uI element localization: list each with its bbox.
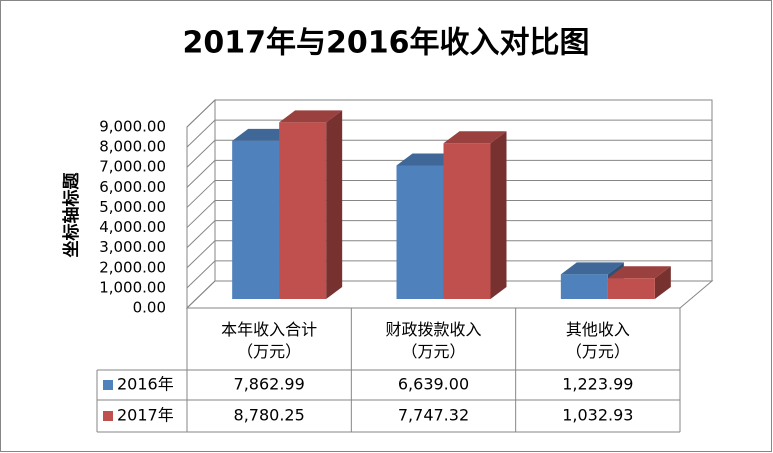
- y-tick-label: 2,000.00: [99, 258, 166, 276]
- bar-top: [279, 110, 343, 123]
- bar-side: [490, 131, 507, 299]
- bar-top: [560, 262, 624, 275]
- category-label: 其他收入（万元）: [566, 320, 630, 361]
- grid-line: [186, 159, 712, 188]
- y-tick-label: 6,000.00: [99, 178, 166, 196]
- bar: [560, 274, 608, 299]
- table-value: 7,862.99: [234, 375, 305, 394]
- bar-top: [607, 266, 671, 279]
- y-axis-title: 坐标轴标题: [61, 172, 82, 258]
- grid-line: [186, 240, 712, 269]
- bar-side: [654, 266, 671, 299]
- bar-side: [326, 110, 343, 299]
- grid-line: [186, 179, 712, 208]
- table-value: 1,223.99: [562, 375, 633, 394]
- bar-top: [443, 131, 507, 144]
- category-label: 财政拨款收入（万元）: [385, 320, 481, 361]
- chart-title: 2017年与2016年收入对比图: [183, 26, 590, 61]
- table-value: 8,780.25: [234, 406, 305, 425]
- bar: [443, 143, 491, 299]
- grid-line: [186, 220, 712, 249]
- table-value: 7,747.32: [398, 406, 469, 425]
- grid-line: [186, 99, 712, 128]
- legend-label: 2016年: [117, 375, 174, 394]
- grid-line: [186, 260, 712, 289]
- legend-label: 2017年: [117, 406, 174, 425]
- category-label: 本年收入合计（万元）: [221, 320, 317, 361]
- bar: [279, 122, 327, 299]
- y-tick-label: 7,000.00: [99, 158, 166, 176]
- legend-swatch: [103, 380, 113, 390]
- y-tick-label: 5,000.00: [99, 198, 166, 216]
- y-tick-label: 4,000.00: [99, 218, 166, 236]
- grid-line: [186, 200, 712, 228]
- y-tick-label: 0.00: [133, 299, 166, 317]
- bar: [232, 140, 280, 299]
- grid-line: [186, 280, 712, 309]
- y-tick-label: 8,000.00: [99, 138, 166, 156]
- table-value: 1,032.93: [562, 406, 633, 425]
- y-tick-label: 3,000.00: [99, 238, 166, 256]
- table-value: 6,639.00: [398, 375, 469, 394]
- bar: [607, 278, 655, 299]
- legend-swatch: [103, 411, 113, 421]
- y-tick-label: 9,000.00: [99, 118, 166, 136]
- grid-line: [186, 119, 712, 148]
- y-tick-label: 1,000.00: [99, 278, 166, 296]
- bar: [396, 165, 444, 299]
- grid-line: [186, 139, 712, 168]
